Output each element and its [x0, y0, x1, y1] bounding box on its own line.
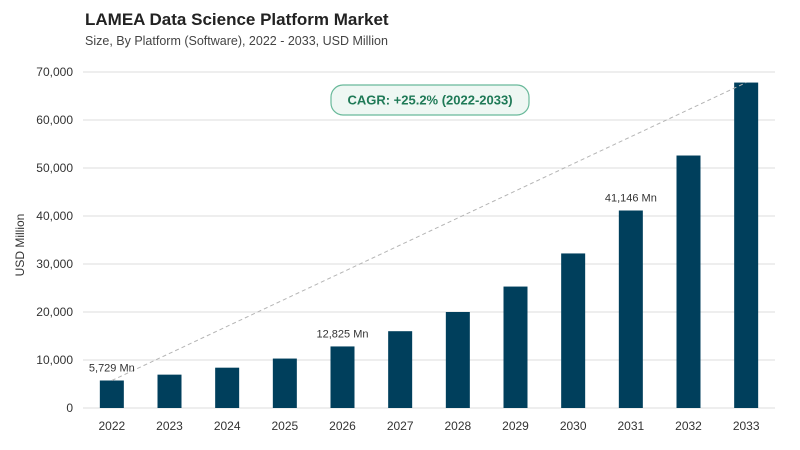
bar-2033: [734, 82, 759, 408]
x-tick-label: 2027: [387, 419, 414, 433]
gridlines: [83, 71, 775, 409]
x-tick-label: 2033: [733, 419, 760, 433]
cagr-badge: [330, 84, 530, 116]
bar-2022: [99, 380, 124, 408]
bar-2029: [503, 286, 528, 408]
y-tick-label: 20,000: [36, 305, 73, 319]
y-tick-label: 60,000: [36, 113, 73, 127]
cagr-trend-line: [111, 82, 747, 381]
bar-2032: [676, 155, 701, 408]
bar-2024: [215, 367, 240, 408]
bars: [99, 82, 759, 408]
bar-2027: [388, 331, 413, 408]
y-tick-label: 10,000: [36, 353, 73, 367]
bar-2023: [157, 374, 182, 408]
bar-2031: [618, 210, 643, 408]
x-axis-ticks: 2022 2023 2024 2025 2026 2027 2028 2029 2030 2031…: [98, 419, 759, 433]
data-label: 12,825 Mn: [317, 328, 369, 340]
y-tick-label: 30,000: [36, 257, 73, 271]
y-tick-label: 40,000: [36, 209, 73, 223]
x-tick-label: 2030: [560, 419, 587, 433]
x-tick-label: 2031: [617, 419, 644, 433]
x-tick-label: 2029: [502, 419, 529, 433]
y-tick-label: 70,000: [36, 65, 73, 79]
bar-2026: [330, 346, 355, 408]
bar-2025: [272, 358, 297, 408]
x-tick-label: 2023: [156, 419, 183, 433]
cagr-callout: CAGR: +25.2% (2022-2033): [330, 84, 530, 116]
y-axis-ticks: 0 10,000 20,000 30,000 40,000 50,000 60,000 70,…: [36, 65, 73, 415]
x-tick-label: 2025: [271, 419, 298, 433]
bar-2030: [561, 253, 586, 408]
x-tick-label: 2026: [329, 419, 356, 433]
chart-title: LAMEA Data Science Platform Market: [85, 10, 389, 29]
chart-subtitle: Size, By Platform (Software), 2022 - 203…: [85, 34, 388, 48]
data-label: 41,146 Mn: [605, 192, 657, 204]
bar-2028: [445, 312, 470, 408]
y-axis-label: USD Million: [13, 214, 27, 277]
x-tick-label: 2024: [214, 419, 241, 433]
x-tick-label: 2022: [98, 419, 125, 433]
x-tick-label: 2032: [675, 419, 702, 433]
y-tick-label: 0: [66, 401, 73, 415]
cagr-text: CAGR: +25.2% (2022-2033): [347, 93, 512, 108]
data-labels: 5,729 Mn 12,825 Mn 41,146 Mn: [89, 192, 657, 374]
y-tick-label: 50,000: [36, 161, 73, 175]
data-label: 5,729 Mn: [89, 363, 135, 375]
x-tick-label: 2028: [444, 419, 471, 433]
